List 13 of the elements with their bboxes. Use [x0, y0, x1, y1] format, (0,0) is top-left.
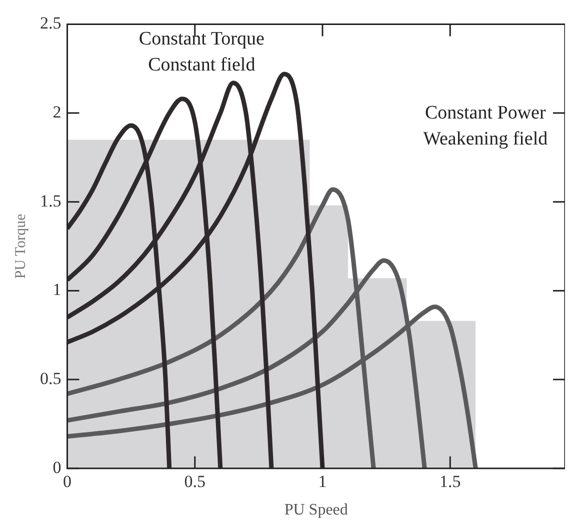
y-tick-label: 2.5 — [40, 14, 62, 33]
x-axis-title: PU Speed — [284, 502, 348, 519]
y-tick-label: 1 — [52, 280, 62, 300]
y-tick-label: 2 — [52, 102, 62, 122]
x-tick-label: 1.5 — [440, 472, 461, 492]
y-tick-label: 0.5 — [40, 369, 62, 388]
y-axis-title: PU Torque — [12, 213, 29, 279]
y-tick-label: 0 — [52, 458, 62, 477]
x-tick-label: 1 — [318, 472, 327, 492]
annotation: Constant Power Weakening field — [423, 102, 548, 150]
annotation: Constant Torque Constant field — [138, 28, 264, 76]
y-tick-label: 1.5 — [40, 191, 62, 210]
x-tick-label: 0.5 — [184, 472, 206, 492]
